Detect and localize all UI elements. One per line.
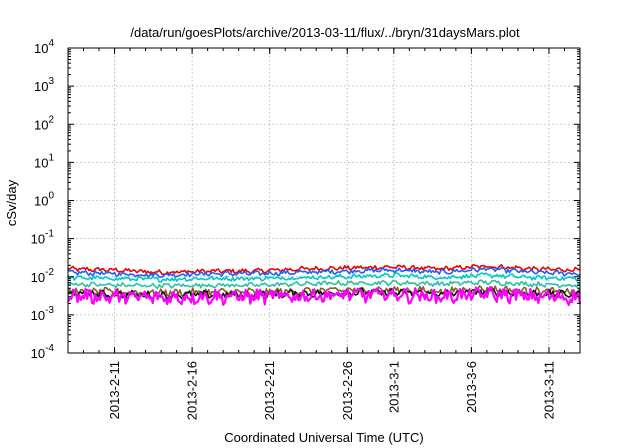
y-tick-label: 10-1 — [31, 229, 55, 247]
x-tick-label: 2013-2-11 — [107, 361, 122, 419]
y-axis: 10-4 10-3 10-2 10-1 100 101 102 103 104 — [31, 38, 580, 361]
x-tick-label: 2013-3-11 — [541, 361, 556, 419]
x-tick-label: 2013-3-6 — [464, 361, 479, 413]
series-layer — [67, 263, 582, 307]
x-tick-label: 2013-2-26 — [340, 361, 355, 420]
series-line — [67, 272, 581, 283]
y-tick-label: 10-3 — [31, 305, 55, 323]
x-axis: 2013-2-11 2013-2-16 2013-2-21 2013-2-26 2013… — [67, 48, 581, 420]
series-line — [67, 285, 582, 307]
x-axis-label: Coordinated Universal Time (UTC) — [224, 430, 423, 445]
series-line — [67, 279, 581, 290]
y-tick-label: 104 — [34, 38, 54, 56]
series-line — [67, 285, 581, 297]
grid — [68, 48, 580, 353]
series-line — [67, 263, 581, 276]
x-tick-label: 2013-3-1 — [386, 361, 401, 413]
y-tick-label: 10-2 — [31, 267, 55, 285]
y-tick-label: 103 — [34, 76, 54, 94]
y-tick-label: 10-4 — [31, 343, 55, 361]
y-tick-label: 101 — [34, 152, 54, 170]
x-tick-label: 2013-2-21 — [262, 361, 277, 420]
chart-title: /data/run/goesPlots/archive/2013-03-11/f… — [130, 25, 520, 40]
y-tick-label: 100 — [34, 191, 54, 209]
y-axis-label: cSv/day — [4, 179, 19, 226]
x-tick-label: 2013-2-16 — [185, 361, 200, 420]
series-line — [67, 266, 581, 278]
y-tick-label: 102 — [34, 114, 54, 132]
